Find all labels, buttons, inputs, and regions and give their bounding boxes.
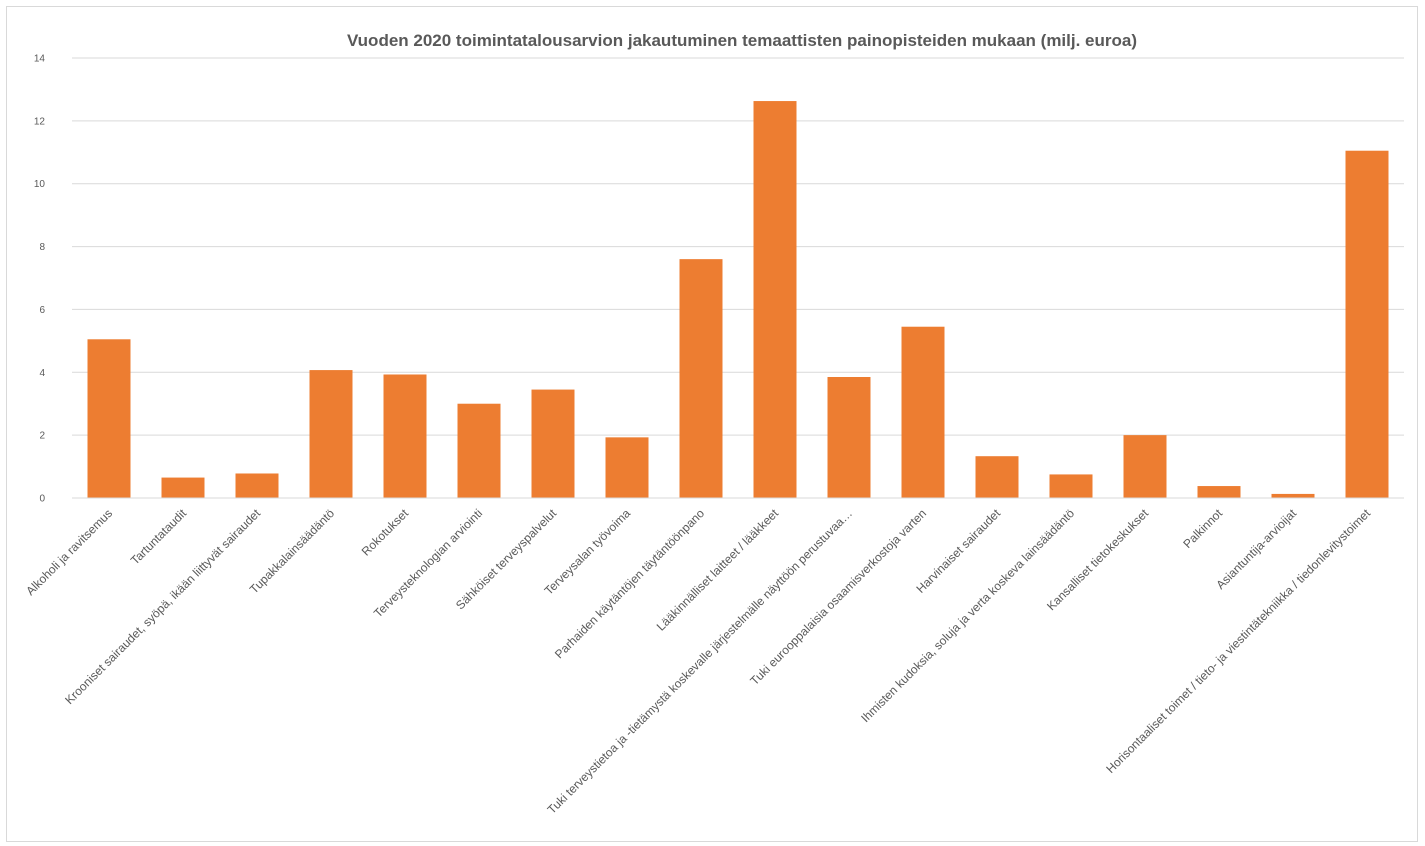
y-tick-label: 10 <box>34 179 46 190</box>
y-tick-label: 0 <box>39 494 45 505</box>
bars <box>87 101 1389 499</box>
x-tick-label: Tupakkalainsäädäntö <box>247 506 337 596</box>
y-tick-label: 12 <box>34 116 46 127</box>
bar <box>605 437 649 498</box>
x-tick-label: Tuki eurooppalaisia osaamisverkostoja va… <box>747 506 929 688</box>
bar <box>975 456 1019 498</box>
x-tick-label: Rokotukset <box>359 506 412 559</box>
x-tick-label: Parhaiden käytäntöjen täytäntöönpano <box>552 506 707 661</box>
gridlines <box>72 57 1404 436</box>
bar <box>161 477 205 498</box>
bar <box>1345 150 1389 498</box>
x-tick-label: Palkinnot <box>1180 506 1225 551</box>
y-tick-label: 8 <box>39 242 45 253</box>
chart-title: Vuoden 2020 toimintatalousarvion jakautu… <box>347 31 1137 50</box>
y-tick-label: 6 <box>39 305 45 316</box>
x-tick-label: Tartuntataudit <box>128 506 190 568</box>
bar <box>679 259 723 498</box>
bar <box>1049 474 1093 498</box>
bar <box>1123 435 1167 498</box>
bar <box>1197 486 1241 498</box>
bar <box>753 101 797 499</box>
y-axis-ticks: 0 2 4 6 8 10 12 14 <box>34 54 46 505</box>
y-tick-label: 14 <box>34 54 46 65</box>
x-tick-label: Lääkinnälliset laitteet / lääkkeet <box>654 506 782 634</box>
bar <box>901 326 945 498</box>
bar <box>235 473 279 498</box>
y-tick-label: 2 <box>39 431 45 442</box>
x-tick-label: Horisontaaliset toimet / tieto- ja viest… <box>1103 506 1373 776</box>
bar <box>87 339 131 498</box>
bar <box>827 377 871 498</box>
x-axis-ticks: Alkoholi ja ravitsemus TartuntatauditKroo… <box>23 506 1373 817</box>
bar <box>1271 493 1315 498</box>
bar <box>383 374 427 498</box>
bar <box>531 389 575 498</box>
bar <box>457 403 501 498</box>
x-tick-label: Asiantuntija-arvioijat <box>1213 506 1299 592</box>
y-tick-label: 4 <box>39 368 45 379</box>
x-tick-label: Alkoholi ja ravitsemus <box>23 506 115 598</box>
bar <box>309 370 353 498</box>
